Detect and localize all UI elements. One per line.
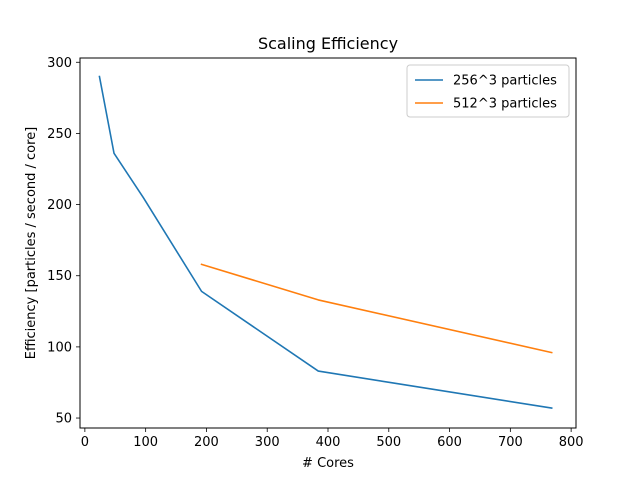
x-tick-label: 400	[316, 435, 341, 450]
x-tick-label: 500	[376, 435, 401, 450]
y-tick-label: 250	[47, 127, 72, 142]
legend-label: 512^3 particles	[453, 97, 557, 112]
x-tick-label: 100	[133, 435, 158, 450]
y-tick-label: 100	[47, 340, 72, 355]
y-axis-title: Efficiency [particles / second / core]	[24, 127, 39, 360]
x-tick-label: 600	[437, 435, 462, 450]
y-tick-label: 300	[47, 56, 72, 71]
x-tick-label: 800	[559, 435, 584, 450]
x-axis-title: # Cores	[302, 456, 354, 471]
x-tick-label: 0	[81, 435, 89, 450]
y-tick-label: 200	[47, 198, 72, 213]
x-tick-label: 300	[255, 435, 280, 450]
x-tick-label: 700	[498, 435, 523, 450]
legend: 256^3 particles 512^3 particles	[406, 64, 570, 118]
legend-label: 256^3 particles	[453, 74, 557, 89]
x-tick-label: 200	[194, 435, 219, 450]
legend-box	[406, 64, 570, 118]
plot-frame	[79, 57, 577, 429]
y-axis-ticks: 50 100 150 200 250 300	[47, 56, 80, 427]
y-tick-label: 150	[47, 269, 72, 284]
chart-title: Scaling Efficiency	[258, 34, 398, 53]
y-tick-label: 50	[55, 412, 72, 427]
x-axis-ticks: 0 100 200 300 400 500 600 700 800	[81, 428, 584, 450]
plot-lines	[98, 75, 553, 409]
series-line-1	[98, 75, 553, 409]
